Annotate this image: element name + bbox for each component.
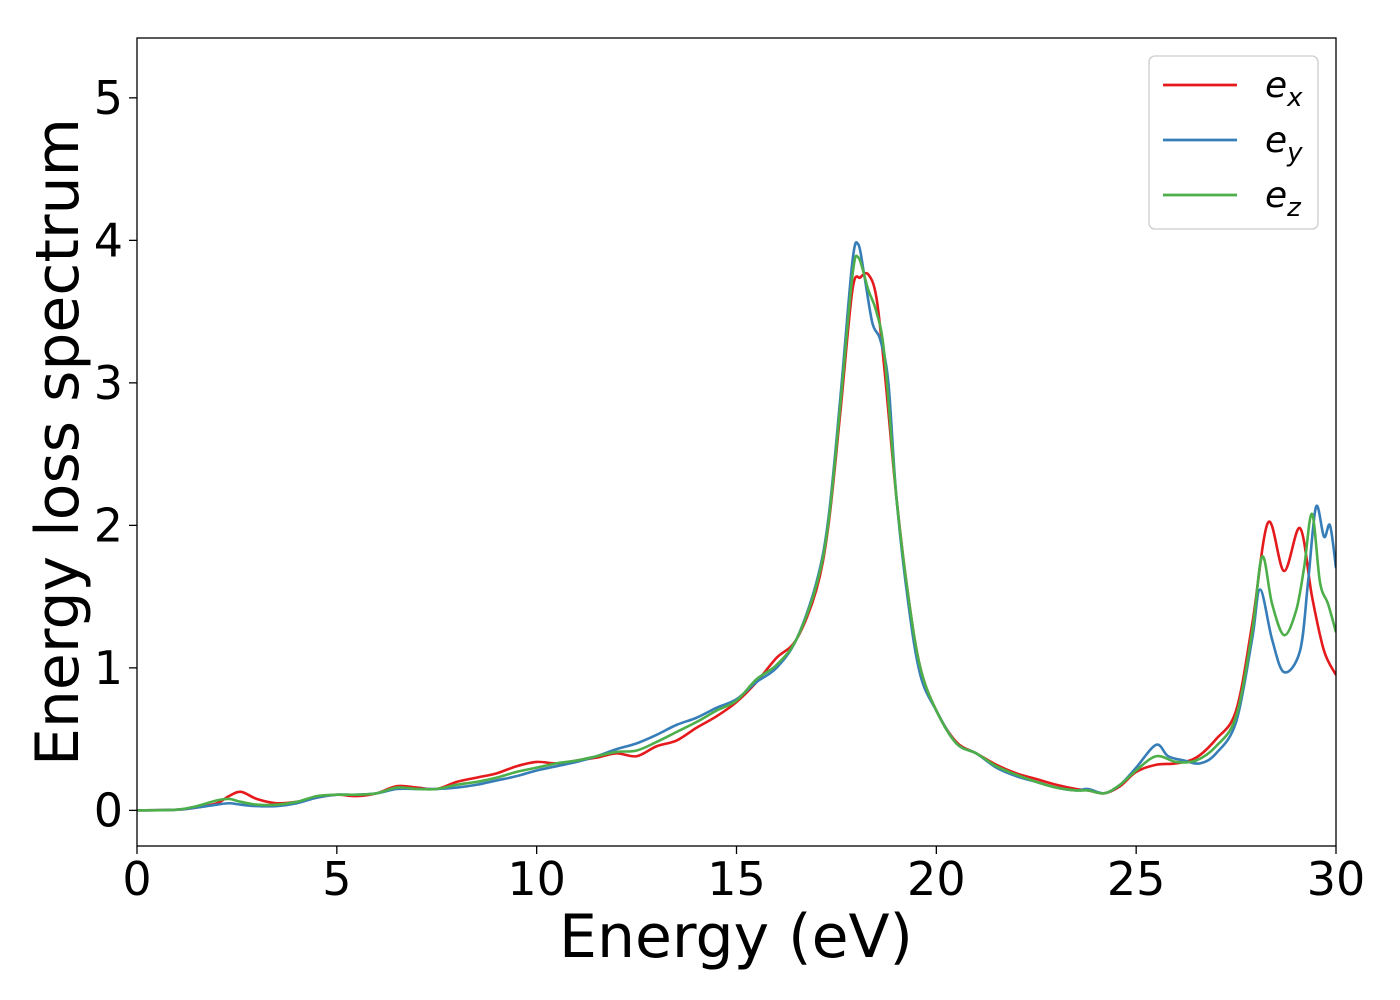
y-tick-label: 0 [94,783,123,837]
legend-box [1148,55,1319,230]
x-tick-label: 0 [122,852,151,906]
legend-entry-e-y: ey [1265,120,1303,168]
y-axis-label: Energy loss spectrum [23,118,93,766]
x-tick-label: 30 [1307,852,1366,906]
y-tick-label: 5 [94,71,123,125]
series-line-e-y [137,240,1336,812]
legend-entry-e-z: ez [1265,175,1302,223]
x-tick-label: 5 [322,852,351,906]
legend: ex ey ez [1148,55,1319,230]
y-axis: 0 1 2 3 4 5 [94,71,137,837]
y-tick-label: 4 [94,213,123,267]
x-axis: 0 5 10 15 20 25 30 [122,846,1365,906]
x-tick-label: 10 [507,852,566,906]
y-tick-label: 3 [94,356,123,410]
legend-entry-e-x: ex [1265,65,1303,113]
series-line-e-z [137,254,1336,812]
y-tick-label: 1 [94,641,123,695]
y-tick-label: 2 [94,498,123,552]
series-line-e-x [137,271,1336,812]
x-tick-label: 25 [1107,852,1166,906]
x-tick-label: 15 [707,852,766,906]
x-tick-label: 20 [907,852,966,906]
x-axis-label: Energy (eV) [559,902,913,972]
